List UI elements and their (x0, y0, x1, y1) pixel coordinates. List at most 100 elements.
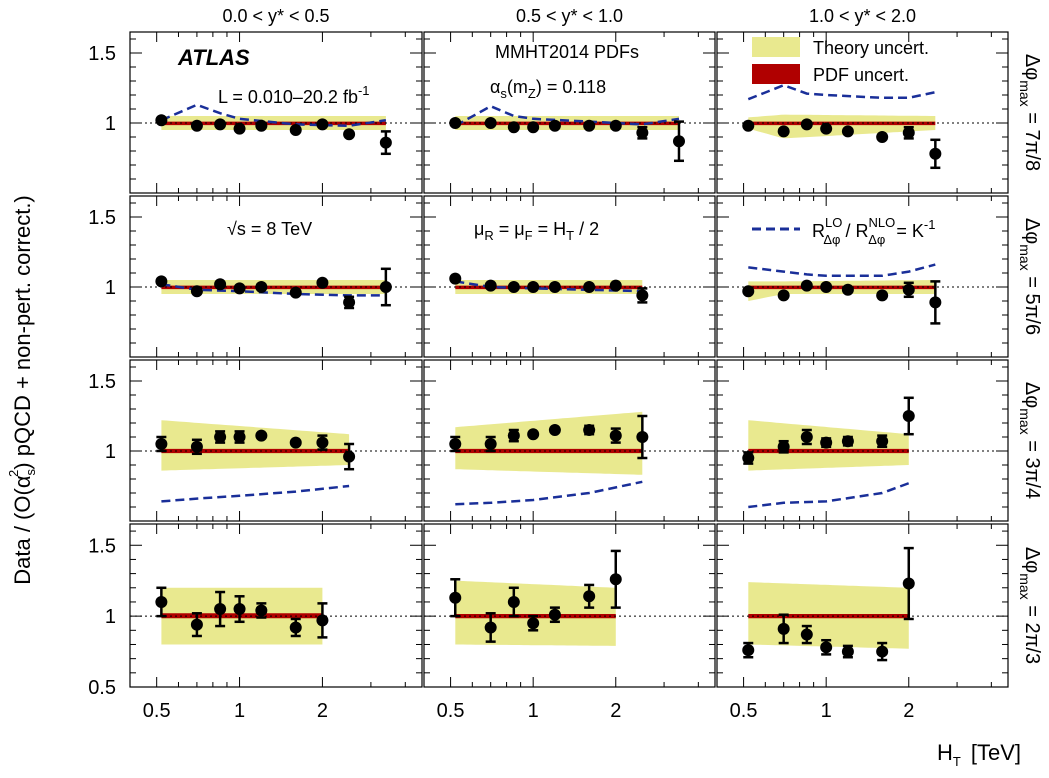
panel-frame (129, 195, 423, 358)
data-point (484, 621, 497, 634)
data-point (484, 438, 497, 450)
row-label-prefix: Δφ (1021, 54, 1043, 80)
data-point (507, 281, 520, 293)
x-tick-label: 0.5 (437, 700, 465, 722)
pdf-uncert-band (748, 285, 936, 290)
x-tick-label: 2 (610, 700, 621, 722)
data-point (379, 281, 392, 293)
panel-frame (423, 523, 716, 688)
x-tick-label: 0.5 (143, 700, 171, 722)
data-point (777, 125, 790, 138)
panel-frame (423, 359, 716, 522)
data-point (583, 119, 596, 132)
data-point (527, 281, 540, 293)
k-factor-curve (161, 282, 386, 297)
row-label-prefix: Δφ (1021, 218, 1043, 244)
panel-content (130, 420, 422, 503)
row-label-sub: max (1017, 80, 1033, 106)
x-tick-label: 2 (903, 700, 914, 722)
alpha-s-label: αs(mZ) = 0.118 (490, 77, 606, 101)
sqrts-label: √s = 8 TeV (227, 219, 312, 239)
data-point (902, 410, 915, 422)
data-point (507, 429, 520, 442)
data-point (255, 604, 268, 617)
column-label: 1.0 < y* < 2.0 (809, 6, 916, 26)
y-tick-label: 1.5 (88, 371, 116, 393)
k-factor-curve (747, 83, 936, 101)
data-point (316, 118, 329, 131)
row-label-sub: max (1017, 408, 1033, 434)
y-axis-title: Data / (O(αs2) pQCD + non-pert. correct.… (6, 195, 38, 585)
data-point (233, 603, 246, 616)
theory-uncert-band (748, 280, 936, 301)
x-axis-title: HT [TeV] (937, 740, 1021, 769)
panel-content (130, 586, 422, 645)
data-point (190, 285, 203, 298)
row-label: Δφmax = 3π/4 (1017, 382, 1043, 499)
data-point (214, 603, 227, 616)
k-factor-curve (748, 263, 936, 278)
data-point (636, 126, 649, 139)
row-label-prefix: Δφ (1021, 382, 1043, 408)
column-label: 0.5 < y* < 1.0 (516, 6, 623, 26)
data-point (343, 128, 356, 141)
row-label: Δφmax = 2π/3 (1017, 547, 1043, 664)
data-point (841, 283, 854, 296)
panel-content (717, 83, 1008, 170)
data-point (190, 119, 203, 132)
data-point (742, 452, 755, 464)
data-point (636, 431, 649, 443)
data-point (800, 279, 813, 292)
k-factor-curve (748, 482, 910, 509)
panel-content (130, 103, 422, 156)
data-point (190, 618, 203, 631)
data-point (609, 119, 622, 132)
data-point (609, 429, 622, 442)
atlas-label: ATLAS (177, 45, 250, 70)
legend-pdf-swatch (752, 64, 800, 84)
data-point (742, 119, 755, 132)
y-tick-label: 0.5 (88, 677, 116, 699)
data-point (379, 136, 392, 149)
data-point (343, 296, 356, 309)
data-point (672, 135, 685, 148)
data-point (902, 126, 915, 139)
panel-frame (129, 523, 423, 688)
legend-pdf-label: PDF uncert. (813, 65, 909, 85)
data-point (343, 450, 356, 463)
data-point (929, 147, 942, 160)
data-point (929, 296, 942, 309)
panel-content (717, 546, 1008, 662)
data-point (289, 621, 302, 634)
row-label-prefix: Δφ (1021, 547, 1043, 573)
k-factor-curve (161, 484, 350, 503)
data-point (233, 282, 246, 295)
data-point (255, 119, 268, 132)
y-tick-label: 1.5 (88, 535, 116, 557)
data-point (449, 438, 462, 450)
data-point (820, 436, 833, 449)
data-point (527, 617, 540, 630)
data-point (214, 118, 227, 131)
panel-content (424, 411, 715, 506)
x-tick-label: 2 (317, 700, 328, 722)
data-point (583, 281, 596, 293)
data-point (777, 289, 790, 302)
data-point (289, 286, 302, 299)
pdf-uncert-band (748, 121, 936, 126)
panel-frame (716, 359, 1009, 522)
data-point (609, 573, 622, 586)
data-point (507, 121, 520, 134)
data-point (289, 124, 302, 136)
row-label-suffix: = 3π/4 (1021, 435, 1043, 499)
theory-uncert-band (748, 114, 936, 139)
data-point (484, 117, 497, 129)
data-point (609, 279, 622, 292)
data-point (742, 285, 755, 298)
data-point (548, 608, 561, 621)
panel-frame (423, 31, 716, 194)
data-point (902, 577, 915, 590)
x-tick-label: 1 (528, 700, 539, 722)
y-tick-label: 1 (105, 277, 116, 299)
data-point (800, 118, 813, 131)
